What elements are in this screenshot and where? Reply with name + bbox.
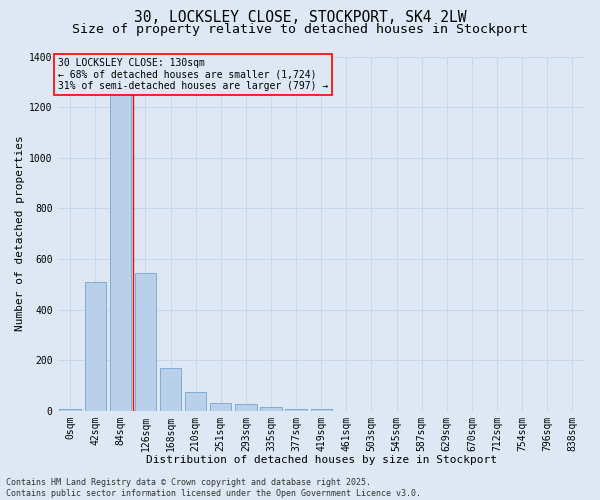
Bar: [135, 273, 156, 410]
Bar: [160, 368, 181, 410]
X-axis label: Distribution of detached houses by size in Stockport: Distribution of detached houses by size …: [146, 455, 497, 465]
Y-axis label: Number of detached properties: Number of detached properties: [15, 136, 25, 332]
Bar: [235, 404, 257, 410]
Text: Contains HM Land Registry data © Crown copyright and database right 2025.
Contai: Contains HM Land Registry data © Crown c…: [6, 478, 421, 498]
Text: 30, LOCKSLEY CLOSE, STOCKPORT, SK4 2LW: 30, LOCKSLEY CLOSE, STOCKPORT, SK4 2LW: [134, 10, 466, 25]
Bar: [260, 407, 282, 410]
Text: Size of property relative to detached houses in Stockport: Size of property relative to detached ho…: [72, 22, 528, 36]
Bar: [85, 282, 106, 410]
Bar: [210, 403, 232, 410]
Bar: [185, 392, 206, 410]
Bar: [110, 92, 131, 410]
Text: 30 LOCKSLEY CLOSE: 130sqm
← 68% of detached houses are smaller (1,724)
31% of se: 30 LOCKSLEY CLOSE: 130sqm ← 68% of detac…: [58, 58, 328, 92]
